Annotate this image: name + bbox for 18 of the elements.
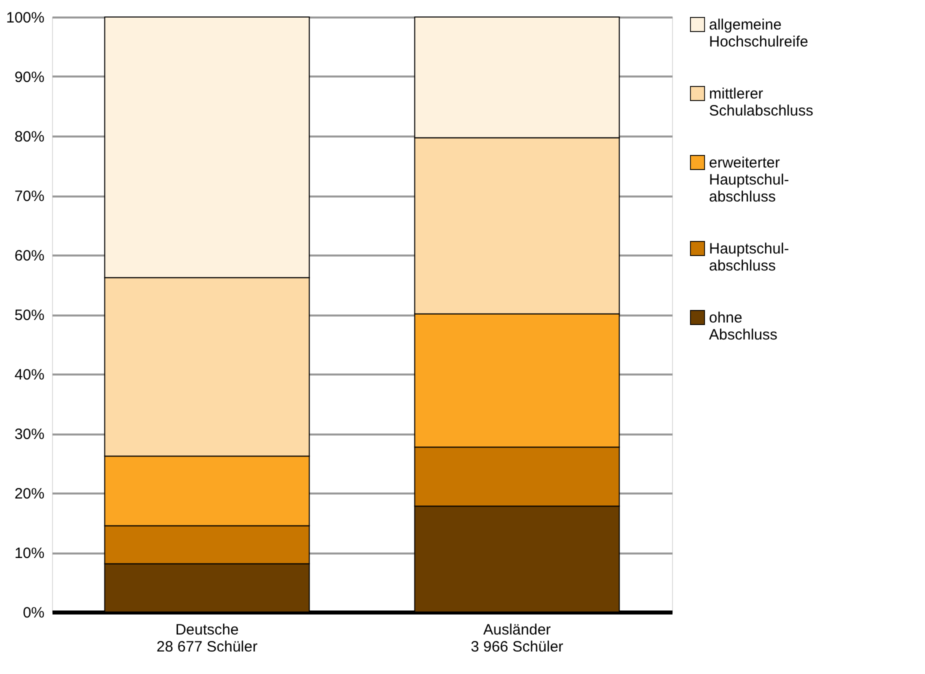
legend-label: mittlerer Schulabschluss — [709, 86, 814, 120]
y-tick-label: 90% — [14, 69, 44, 86]
y-tick-label: 100% — [6, 10, 44, 26]
legend-label: allgemeine Hochschulreife — [709, 16, 808, 50]
legend-label: Hauptschul- abschluss — [709, 240, 790, 274]
y-tick-label: 0% — [22, 604, 44, 622]
y-tick-label: 60% — [14, 248, 44, 264]
y-tick-label: 70% — [14, 188, 44, 205]
legend-label: erweiterter Hauptschul- abschluss — [709, 154, 790, 206]
y-tick-label: 30% — [14, 426, 44, 443]
y-tick-label: 10% — [14, 545, 44, 562]
x-tick-label: Ausländer 3 966 Schüler — [470, 622, 564, 656]
y-tick-label: 40% — [14, 366, 44, 384]
x-tick-label: Deutsche 28 677 Schüler — [156, 622, 258, 656]
y-tick-label: 20% — [14, 486, 44, 502]
y-tick-label: 50% — [14, 307, 44, 324]
y-tick-label: 80% — [14, 128, 44, 146]
legend-label: ohne Abschluss — [709, 310, 778, 344]
